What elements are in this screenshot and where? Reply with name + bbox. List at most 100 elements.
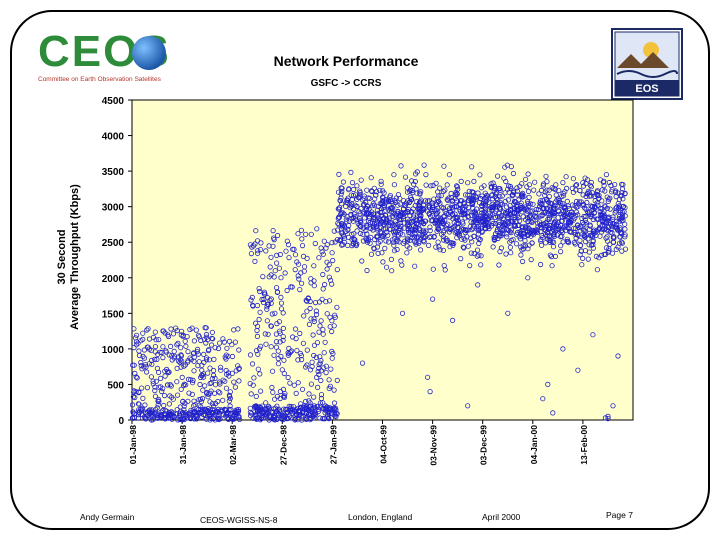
data-point xyxy=(395,222,401,228)
data-point xyxy=(545,216,551,222)
data-point xyxy=(258,240,264,246)
data-point xyxy=(152,343,158,350)
data-point xyxy=(215,345,222,352)
data-point xyxy=(530,218,536,224)
data-point xyxy=(211,356,217,362)
data-point xyxy=(357,230,364,237)
data-point xyxy=(575,367,581,373)
data-point xyxy=(304,416,310,422)
data-point xyxy=(316,255,322,261)
data-point xyxy=(585,188,591,194)
data-point xyxy=(225,416,232,422)
data-point xyxy=(211,367,217,374)
data-point xyxy=(314,226,320,232)
data-point xyxy=(551,233,557,240)
data-point xyxy=(470,219,476,226)
data-point xyxy=(366,206,372,212)
data-point xyxy=(236,378,242,384)
data-point xyxy=(484,197,490,203)
data-point xyxy=(191,338,197,344)
data-point xyxy=(142,402,148,408)
data-point xyxy=(421,221,427,227)
data-point xyxy=(296,276,302,282)
data-point xyxy=(622,205,628,211)
data-point xyxy=(544,187,550,193)
data-point xyxy=(449,240,455,246)
data-point xyxy=(437,185,443,191)
data-point xyxy=(200,387,206,393)
data-point xyxy=(502,190,508,196)
data-point xyxy=(564,198,570,204)
data-point xyxy=(454,191,460,197)
chart-title: Network Performance xyxy=(274,53,419,69)
data-point xyxy=(156,336,162,343)
data-point xyxy=(565,220,572,226)
data-point xyxy=(458,255,464,262)
data-point xyxy=(442,208,448,214)
data-point xyxy=(327,314,333,320)
data-point xyxy=(212,375,218,381)
data-point xyxy=(171,348,177,354)
data-point xyxy=(166,352,172,358)
data-point xyxy=(606,214,612,220)
data-point xyxy=(223,385,229,391)
data-point xyxy=(304,255,310,261)
data-point xyxy=(249,294,255,300)
y-tick-label: 4000 xyxy=(102,132,125,143)
data-point xyxy=(505,197,511,203)
x-tick-label: 31-Jan-98 xyxy=(178,425,188,464)
data-point xyxy=(257,388,264,394)
data-point xyxy=(363,222,369,228)
data-point xyxy=(138,362,144,369)
data-point xyxy=(361,193,367,199)
data-point xyxy=(331,400,338,406)
data-point xyxy=(427,388,433,395)
data-point xyxy=(152,356,158,362)
data-point xyxy=(299,386,306,392)
data-point xyxy=(488,205,494,211)
data-point xyxy=(155,402,161,408)
data-point xyxy=(270,389,276,395)
data-point xyxy=(494,173,501,179)
data-point xyxy=(449,201,455,207)
y-tick-label: 0 xyxy=(118,416,124,427)
data-point xyxy=(512,223,519,229)
data-point xyxy=(400,206,407,212)
globe-icon xyxy=(132,36,166,70)
x-tick-label: 13-Feb-00 xyxy=(579,425,589,465)
data-point xyxy=(319,405,326,412)
data-point xyxy=(444,182,450,188)
data-point xyxy=(159,388,165,395)
data-point xyxy=(619,212,626,218)
data-point xyxy=(196,402,202,408)
data-point xyxy=(295,231,301,237)
data-point xyxy=(274,403,280,409)
data-point xyxy=(500,209,506,215)
data-point xyxy=(404,189,411,195)
data-point xyxy=(160,354,166,361)
data-point xyxy=(603,172,610,178)
data-point xyxy=(152,349,158,355)
data-point xyxy=(262,291,268,297)
data-point xyxy=(431,233,437,239)
data-point xyxy=(384,216,390,222)
data-point xyxy=(264,304,270,310)
data-point xyxy=(478,262,484,268)
data-point xyxy=(553,227,559,233)
data-point xyxy=(422,198,429,204)
data-point xyxy=(322,405,329,411)
data-point xyxy=(612,182,618,188)
data-point xyxy=(321,415,327,422)
data-point xyxy=(153,378,159,384)
data-point xyxy=(499,193,505,199)
eos-logo: EOS xyxy=(611,28,683,100)
data-point xyxy=(278,300,285,306)
data-point xyxy=(255,366,261,372)
data-point xyxy=(420,234,426,241)
data-point xyxy=(311,316,317,322)
y-tick-label: 3500 xyxy=(102,167,125,178)
data-point xyxy=(273,338,279,345)
data-point xyxy=(471,178,477,184)
data-point xyxy=(329,250,335,256)
